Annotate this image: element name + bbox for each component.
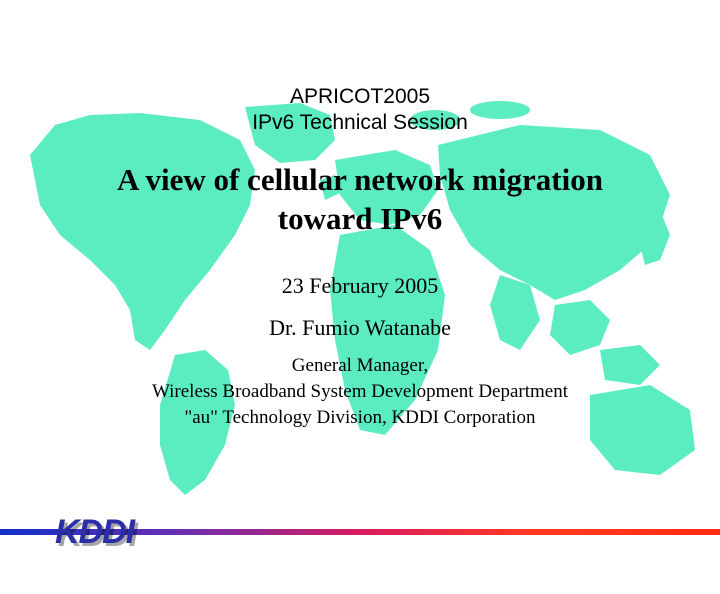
logo-text: KDDI	[55, 511, 134, 553]
slide-title: A view of cellular network migration tow…	[0, 161, 720, 239]
speaker-name: Dr. Fumio Watanabe	[0, 315, 720, 341]
title-line-2: toward IPv6	[0, 200, 720, 239]
speaker-role-1: General Manager,	[0, 355, 720, 377]
kddi-logo: KDDI KDDI	[55, 511, 170, 553]
speaker-role-3: "au" Technology Division, KDDI Corporati…	[0, 407, 720, 429]
slide-date: 23 February 2005	[0, 273, 720, 299]
session-name: IPv6 Technical Session	[0, 111, 720, 135]
title-line-1: A view of cellular network migration	[0, 161, 720, 200]
slide-content: APRICOT2005 IPv6 Technical Session A vie…	[0, 85, 720, 429]
speaker-role-2: Wireless Broadband System Development De…	[0, 381, 720, 403]
conference-name: APRICOT2005	[0, 85, 720, 109]
